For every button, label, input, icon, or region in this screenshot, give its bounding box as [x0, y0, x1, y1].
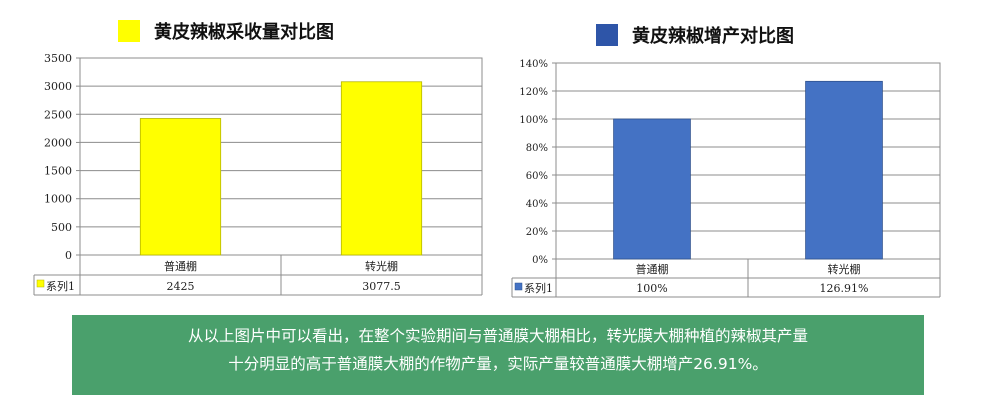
title-legend-swatch — [596, 24, 618, 46]
category-label: 普通棚 — [164, 259, 197, 273]
y-tick-label: 40% — [526, 199, 548, 210]
y-tick-label: 0 — [65, 249, 72, 262]
category-label: 普通棚 — [636, 262, 669, 276]
y-tick-label: 3000 — [44, 80, 72, 93]
conclusion-line-2: 十分明显的高于普通膜大棚的作物产量，实际产量较普通膜大棚增产26.91%。 — [228, 355, 768, 373]
y-tick-label: 0% — [532, 255, 548, 266]
y-tick-label: 120% — [519, 87, 548, 98]
title-legend-swatch — [118, 20, 140, 42]
legend-series-name: 系列1 — [46, 279, 75, 293]
y-tick-label: 2000 — [44, 136, 72, 149]
conclusion-note: 从以上图片中可以看出，在整个实验期间与普通膜大棚相比，转光膜大棚种植的辣椒其产量… — [72, 315, 924, 395]
data-value-label: 100% — [636, 282, 667, 295]
increase-chart-title: 黄皮辣椒增产对比图 — [632, 26, 794, 47]
legend-key — [36, 279, 45, 288]
y-tick-label: 1000 — [44, 193, 72, 206]
data-value-label: 126.91% — [820, 282, 869, 295]
harvest-chart-svg: 0 500 1000 1500 2000 2500 3000 3500 普通棚 2425 转光棚 30… — [33, 52, 483, 296]
harvest-chart-title: 黄皮辣椒采收量对比图 — [154, 22, 334, 43]
legend-key — [514, 282, 523, 291]
harvest-chart: 黄皮辣椒采收量对比图 0 500 1000 1500 2000 2500 3000 3500 普… — [0, 0, 490, 310]
legend-series-name: 系列1 — [524, 281, 553, 295]
y-tick-label: 20% — [526, 227, 548, 238]
y-tick-label: 2500 — [44, 108, 72, 121]
category-label: 转光棚 — [365, 259, 398, 273]
bar — [340, 81, 423, 256]
y-tick-label: 1500 — [44, 165, 72, 178]
y-tick-label: 3500 — [44, 52, 72, 65]
category-label: 转光棚 — [828, 262, 861, 276]
increase-chart-title-area: 黄皮辣椒增产对比图 — [596, 22, 794, 48]
increase-chart-svg: 0% 20% 40% 60% 80% 100% 120% 140% 普通棚 100% 转光棚 126.… — [511, 59, 941, 298]
y-tick-label: 60% — [526, 171, 548, 182]
conclusion-line-1: 从以上图片中可以看出，在整个实验期间与普通膜大棚相比，转光膜大棚种植的辣椒其产量 — [187, 327, 808, 345]
data-value-label: 2425 — [167, 280, 195, 293]
bar — [139, 118, 222, 256]
harvest-chart-title-area: 黄皮辣椒采收量对比图 — [118, 18, 334, 44]
y-tick-label: 500 — [51, 221, 72, 234]
data-value-label: 3077.5 — [362, 280, 401, 293]
y-tick-label: 140% — [519, 59, 548, 70]
y-tick-label: 100% — [519, 115, 548, 126]
increase-chart: 黄皮辣椒增产对比图 0% 20% 40% 60% 80% 100% 120% 140% 普通棚 1… — [500, 0, 992, 310]
y-tick-label: 80% — [526, 143, 548, 154]
bar — [805, 80, 883, 260]
bar — [613, 118, 691, 260]
